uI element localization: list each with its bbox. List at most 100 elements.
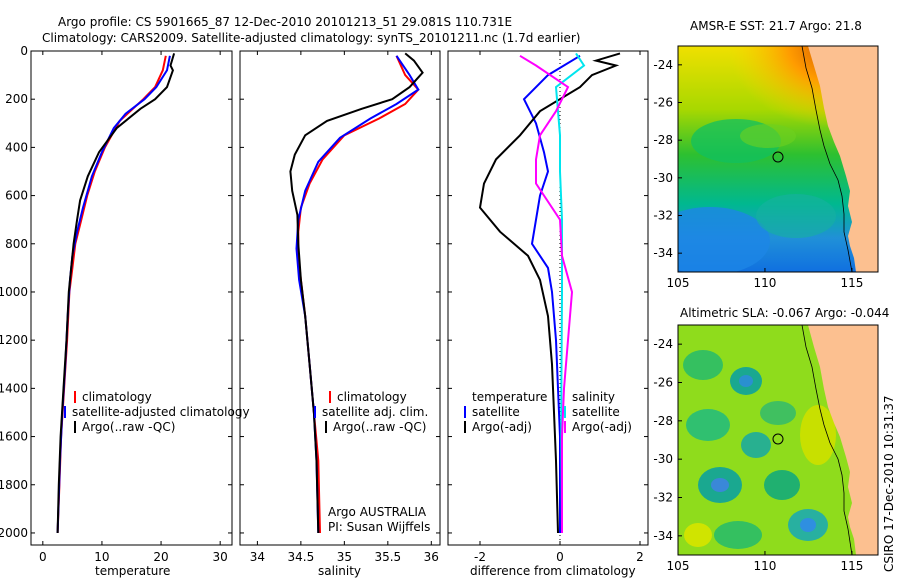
- difference-axes: [447, 50, 649, 546]
- sla-eddy: [711, 478, 729, 492]
- sla-high: [684, 523, 712, 547]
- temperature-xlabel: temperature: [95, 564, 170, 578]
- sla-eddy: [739, 375, 753, 387]
- argo-country-label: Argo AUSTRALIA: [328, 505, 427, 519]
- sla-eddy: [764, 470, 800, 500]
- sst-map-ticks: 105 110 115 -24 -26 -28 -30 -32 -34: [653, 58, 863, 290]
- legend-label: salinity: [572, 390, 615, 404]
- x-tick-label: -2: [474, 550, 486, 564]
- difference-xlabel: difference from climatology: [470, 564, 636, 578]
- temperature-profile-plot: 0 10 20 30 0 200 400 600 800 1000 1200 1400 1600 1800…: [0, 44, 250, 564]
- x-tick-label: 0: [556, 550, 564, 564]
- csiro-credit: CSIRO 17-Dec-2010 10:31:37: [882, 395, 896, 572]
- y-tick-label: 200: [5, 92, 28, 106]
- y-tick-label: 0: [20, 44, 28, 58]
- difference-profile-series-salinity-argo-adj-: [519, 54, 574, 533]
- map-y-tick-label: -24: [653, 58, 673, 72]
- sst-shelf-contour: [801, 46, 853, 272]
- difference-profile-series-salinity-satellite: [554, 52, 586, 534]
- difference-profile-series-temperature-satellite: [522, 54, 581, 533]
- salinity-profile-series-satellite-adj-clim-: [295, 55, 420, 534]
- map-x-tick-label: 115: [840, 559, 863, 573]
- pi-label: PI: Susan Wijffels: [328, 520, 430, 534]
- x-tick-label: 34: [250, 550, 265, 564]
- difference-profile-legend: temperaturesatelliteArgo(-adj)salinitysa…: [464, 390, 632, 434]
- y-tick-label: 400: [5, 140, 28, 154]
- map-x-tick-label: 115: [840, 276, 863, 290]
- map-y-tick-label: -24: [653, 337, 673, 351]
- sla-eddy: [714, 521, 762, 549]
- salinity-axes: [239, 50, 441, 546]
- y-tick-label: 1200: [0, 333, 28, 347]
- sst-land: [808, 46, 878, 272]
- legend-label: temperature: [472, 390, 547, 404]
- map-y-tick-label: -26: [653, 96, 673, 110]
- map-y-tick-label: -34: [653, 529, 673, 543]
- y-tick-label: 800: [5, 237, 28, 251]
- sst-map-frame: [677, 45, 879, 273]
- legend-label: Argo(-adj): [472, 420, 532, 434]
- x-tick-label: 35.5: [374, 550, 401, 564]
- sla-map: [678, 325, 878, 555]
- sla-eddy: [800, 518, 816, 532]
- map-y-tick-label: -30: [653, 171, 673, 185]
- map-y-tick-label: -32: [653, 491, 673, 505]
- map-x-tick-label: 105: [667, 276, 690, 290]
- sla-map-ticks: 105 110 115 -24 -26 -28 -30 -32 -34: [653, 337, 863, 573]
- y-tick-label: 1400: [0, 381, 28, 395]
- x-tick-label: 20: [153, 550, 168, 564]
- y-tick-label: 600: [5, 189, 28, 203]
- y-tick-label: 1000: [0, 285, 28, 299]
- legend-label: climatology: [337, 390, 407, 404]
- argo-position-marker: [772, 151, 784, 163]
- legend-label: Argo(..raw -QC): [82, 420, 175, 434]
- map-y-tick-label: -28: [653, 133, 673, 147]
- x-tick-label: 35: [337, 550, 352, 564]
- temperature-axes: [30, 50, 233, 546]
- sla-shelf-contour: [801, 325, 853, 555]
- legend-label: Argo(-adj): [572, 420, 632, 434]
- sst-map-title: AMSR-E SST: 21.7 Argo: 21.8: [690, 19, 862, 33]
- x-tick-label: 2: [636, 550, 644, 564]
- sla-map-frame: [677, 324, 879, 556]
- sla-high: [800, 405, 836, 465]
- title-line-1: Argo profile: CS 5901665_87 12-Dec-2010 …: [58, 15, 512, 29]
- sla-eddy: [760, 401, 796, 425]
- y-tick-label: 1600: [0, 430, 28, 444]
- sla-eddy: [741, 432, 771, 458]
- map-x-tick-label: 110: [754, 276, 777, 290]
- map-x-tick-label: 105: [667, 559, 690, 573]
- map-y-tick-label: -26: [653, 376, 673, 390]
- x-tick-label: 0: [39, 550, 47, 564]
- sla-eddy: [683, 350, 723, 380]
- x-tick-label: 36: [424, 550, 439, 564]
- sst-cool-patch: [678, 207, 770, 272]
- sla-map-title: Altimetric SLA: -0.067 Argo: -0.044: [680, 306, 889, 320]
- map-y-tick-label: -28: [653, 414, 673, 428]
- title-line-2: Climatology: CARS2009. Satellite-adjuste…: [42, 31, 580, 45]
- sst-cool-patch: [756, 194, 836, 238]
- legend-label: satellite-adjusted climatology: [72, 405, 250, 419]
- legend-label: satellite: [572, 405, 620, 419]
- legend-label: Argo(..raw -QC): [333, 420, 426, 434]
- map-x-tick-label: 110: [754, 559, 777, 573]
- map-y-tick-label: -32: [653, 209, 673, 223]
- x-tick-label: 30: [213, 550, 228, 564]
- sla-land: [808, 325, 878, 555]
- sst-map: [678, 46, 878, 272]
- x-tick-label: 34.5: [288, 550, 315, 564]
- sla-eddy: [686, 409, 730, 441]
- argo-position-marker: [772, 433, 784, 445]
- map-y-tick-label: -34: [653, 246, 673, 260]
- y-tick-label: 1800: [0, 478, 28, 492]
- profile-plots: 0 10 20 30020040060080010001200140016001800…: [0, 44, 648, 564]
- y-tick-label: 2000: [0, 526, 28, 540]
- difference-profile-series-temperature-argo-adj-: [478, 52, 621, 534]
- temperature-profile-series-argo-raw-qc-: [56, 53, 176, 534]
- salinity-xlabel: salinity: [318, 564, 361, 578]
- legend-label: satellite: [472, 405, 520, 419]
